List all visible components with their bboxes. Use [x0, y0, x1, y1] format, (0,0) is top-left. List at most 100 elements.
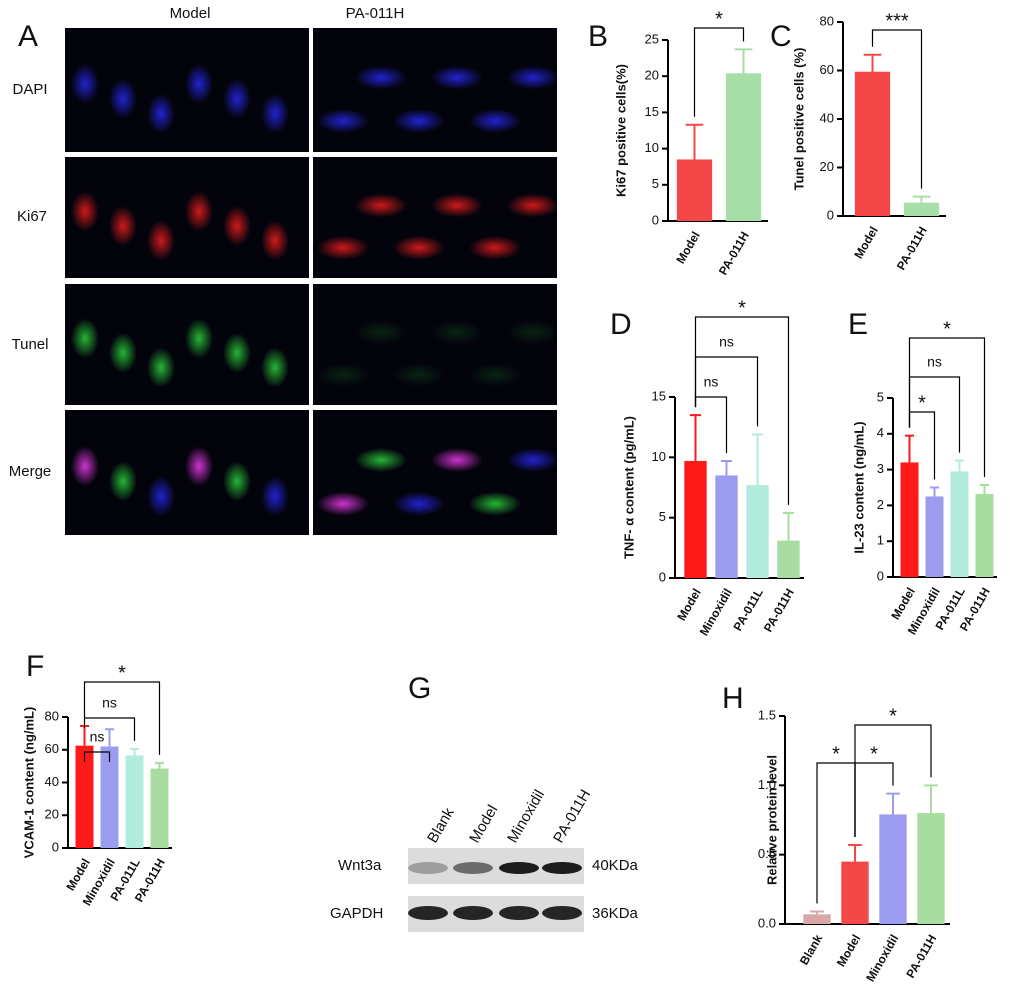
y-axis-label: Relative protein level — [764, 755, 779, 885]
panel-letter: B — [588, 20, 608, 53]
y-axis-label: Ki67 positive cells(%) — [613, 64, 628, 197]
cell-cluster — [317, 109, 369, 133]
error-bar — [980, 483, 989, 494]
x-tick-label: Model — [673, 229, 702, 266]
band-size: 40KDa — [592, 857, 639, 874]
significance-label: * — [889, 705, 897, 727]
bar — [100, 746, 119, 848]
y-tick-label: 15 — [652, 388, 666, 403]
y-tick-label: 1.5 — [758, 707, 776, 722]
cell-cluster — [507, 193, 559, 218]
band — [408, 906, 448, 920]
significance-bracket — [83, 681, 161, 755]
significance-label: * — [715, 8, 723, 30]
cell-cluster — [223, 332, 251, 373]
error-bar — [130, 747, 139, 756]
lane-label: Minoxidil — [504, 787, 548, 846]
cell-cluster — [507, 320, 559, 345]
x-tick-label: Model — [674, 586, 703, 623]
y-tick-label: 0 — [52, 839, 59, 854]
y-tick-label: 80 — [820, 13, 834, 28]
significance-bracket — [871, 29, 923, 189]
cell-cluster — [261, 220, 289, 261]
bar — [917, 813, 945, 924]
cell-cluster — [431, 448, 483, 472]
error-bar — [810, 910, 824, 915]
bar — [803, 914, 831, 924]
cell-cluster — [261, 476, 289, 517]
band — [542, 862, 582, 874]
error-bar — [720, 459, 733, 476]
error-bar — [912, 195, 931, 203]
band — [499, 906, 539, 920]
cell-cluster — [147, 93, 175, 134]
y-tick-label: 60 — [820, 62, 834, 77]
bar — [900, 462, 919, 577]
panel-letter: H — [722, 682, 744, 715]
y-tick-label: 0 — [827, 207, 834, 222]
y-tick-label: 5 — [652, 176, 659, 191]
band-label: GAPDH — [330, 905, 383, 922]
row-label: Ki67 — [17, 208, 47, 225]
x-tick-label: PA-011H — [903, 932, 939, 980]
error-bar — [924, 784, 938, 814]
y-tick-label: 5 — [877, 389, 884, 404]
x-tick-label: PA-011H — [894, 224, 930, 272]
band — [453, 862, 493, 874]
cell-cluster — [109, 461, 137, 502]
significance-label: * — [738, 297, 746, 319]
y-axis-label: IL-23 content (ng/mL) — [851, 421, 866, 553]
bar — [725, 73, 762, 221]
x-tick-label: PA-011H — [761, 586, 797, 634]
bar — [684, 460, 707, 578]
bar — [75, 745, 94, 848]
band — [453, 906, 493, 920]
cell-cluster — [393, 491, 445, 516]
cell-cluster — [261, 347, 289, 388]
y-tick-label: 80 — [45, 708, 59, 723]
cell-cluster — [469, 362, 521, 387]
band — [408, 862, 448, 874]
significance-label: ns — [704, 374, 719, 390]
bar — [125, 755, 144, 848]
cell-cluster — [223, 205, 251, 246]
y-tick-label: 60 — [45, 741, 59, 756]
panel-letter: F — [26, 650, 44, 683]
y-tick-label: 4 — [877, 425, 884, 440]
x-tick-label: Model — [834, 932, 863, 969]
significance-bracket — [854, 724, 932, 837]
y-tick-label: 10 — [652, 449, 666, 464]
micrograph — [313, 28, 557, 152]
significance-label: * — [118, 662, 126, 684]
significance-bracket — [83, 717, 136, 741]
panel-letter: C — [770, 20, 792, 53]
y-tick-label: 5 — [659, 509, 666, 524]
y-tick-label: 1 — [877, 533, 884, 548]
error-bar — [886, 792, 900, 815]
cell-cluster — [393, 362, 445, 387]
x-tick-label: Blank — [797, 932, 826, 968]
x-tick-label: Minoxidil — [863, 932, 901, 984]
error-bar — [782, 511, 795, 541]
lane-label: Blank — [424, 805, 458, 846]
micrograph — [313, 410, 557, 535]
error-bar — [930, 486, 939, 497]
band-label: Wnt3a — [338, 857, 382, 874]
x-tick-label: PA-011H — [716, 229, 752, 277]
cell-cluster — [355, 65, 407, 90]
y-tick-label: 20 — [645, 68, 659, 83]
panel-letter: E — [848, 308, 868, 341]
row-label: Tunel — [12, 336, 49, 353]
cell-cluster — [355, 448, 407, 472]
cell-cluster — [469, 109, 521, 133]
micrograph — [313, 284, 557, 405]
cell-cluster — [223, 461, 251, 502]
cell-cluster — [185, 191, 213, 232]
significance-label: ns — [90, 729, 105, 745]
column-header: Model — [170, 5, 211, 22]
cell-cluster — [355, 320, 407, 345]
y-tick-label: 40 — [820, 110, 834, 125]
y-tick-label: 20 — [45, 807, 59, 822]
x-tick-label: Model — [851, 224, 880, 261]
